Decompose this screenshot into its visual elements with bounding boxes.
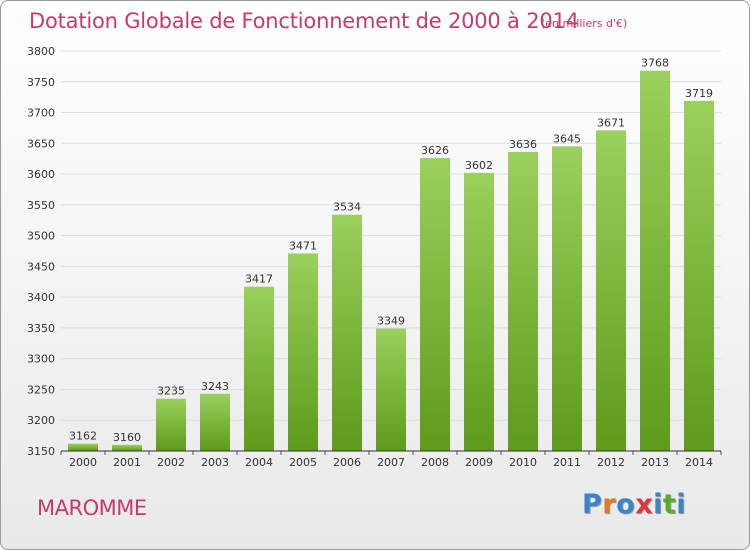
value-label: 3243	[201, 380, 229, 393]
value-label: 3235	[157, 385, 185, 398]
bar-2002	[156, 398, 186, 451]
y-axis-ticks: 3150 3200 3250 3300 3350 3400 3450 3500 3550 3600…	[27, 45, 55, 458]
bar-2006	[332, 214, 362, 451]
x-tick-label: 2008	[421, 456, 449, 469]
y-tick-label: 3800	[27, 45, 55, 58]
value-label: 3602	[465, 159, 493, 172]
value-label: 3719	[685, 87, 713, 100]
x-tick-label: 2006	[333, 456, 361, 469]
bar-2001	[112, 444, 142, 451]
x-tick-label: 2005	[289, 456, 317, 469]
bar-2012	[596, 130, 626, 451]
x-tick-label: 2000	[69, 456, 97, 469]
y-tick-label: 3200	[27, 414, 55, 427]
town-name: MAROMME	[37, 496, 147, 520]
x-tick-label: 2011	[553, 456, 581, 469]
bar-2007	[376, 328, 406, 451]
logo-letter: o	[616, 489, 636, 520]
x-tick-label: 2014	[685, 456, 713, 469]
value-label: 3671	[597, 116, 625, 129]
bars	[68, 70, 714, 452]
value-label: 3417	[245, 273, 273, 286]
bar-2014	[684, 100, 714, 451]
y-tick-label: 3650	[27, 137, 55, 150]
y-tick-label: 3550	[27, 199, 55, 212]
x-tick-label: 2003	[201, 456, 229, 469]
x-tick-label: 2010	[509, 456, 537, 469]
x-tick-label: 2001	[113, 456, 141, 469]
logo-letter: i	[676, 489, 687, 520]
logo-letter: P	[582, 489, 603, 520]
value-labels: 3162 3160 3235 3243 3417 3471 3534 3349 3626 3602…	[69, 57, 713, 444]
bar-2013	[640, 70, 670, 451]
logo-letter: x	[635, 489, 654, 520]
value-label: 3768	[641, 57, 669, 70]
y-tick-label: 3500	[27, 230, 55, 243]
value-label: 3626	[421, 144, 449, 157]
x-tick-label: 2012	[597, 456, 625, 469]
x-tick-label: 2004	[245, 456, 273, 469]
value-label: 3349	[377, 315, 405, 328]
x-tick-label: 2002	[157, 456, 185, 469]
bar-2005	[288, 253, 318, 451]
value-label: 3636	[509, 138, 537, 151]
value-label: 3162	[69, 430, 97, 443]
proxiti-logo[interactable]: Proxiti	[582, 489, 686, 520]
value-label: 3471	[289, 239, 317, 252]
chart-subtitle: (en milliers d'€)	[541, 17, 628, 30]
bar-2011	[552, 146, 582, 451]
bar-2004	[244, 286, 274, 451]
chart-title: Dotation Globale de Fonctionnement de 20…	[29, 9, 579, 33]
x-tick-label: 2007	[377, 456, 405, 469]
bar-2010	[508, 151, 538, 451]
logo-letter: t	[662, 489, 677, 520]
value-label: 3160	[113, 431, 141, 444]
x-tick-label: 2009	[465, 456, 493, 469]
y-tick-label: 3250	[27, 383, 55, 396]
bar-2003	[200, 393, 230, 451]
bar-2009	[464, 172, 494, 451]
logo-letter: i	[653, 489, 663, 520]
y-tick-label: 3150	[27, 445, 55, 458]
value-label: 3645	[553, 132, 581, 145]
y-tick-label: 3400	[27, 291, 55, 304]
bar-2000	[68, 443, 98, 451]
y-tick-label: 3450	[27, 260, 55, 273]
logo-letter: r	[602, 489, 617, 520]
y-tick-label: 3350	[27, 322, 55, 335]
y-tick-label: 3750	[27, 76, 55, 89]
bar-2008	[420, 158, 450, 452]
x-tick-label: 2013	[641, 456, 669, 469]
y-tick-label: 3300	[27, 353, 55, 366]
y-tick-label: 3700	[27, 107, 55, 120]
value-label: 3534	[333, 201, 361, 214]
y-tick-label: 3600	[27, 168, 55, 181]
x-axis-ticks: 2000 2001 2002 2003 2004 2005 2006 2007 2008 2009…	[60, 451, 722, 469]
